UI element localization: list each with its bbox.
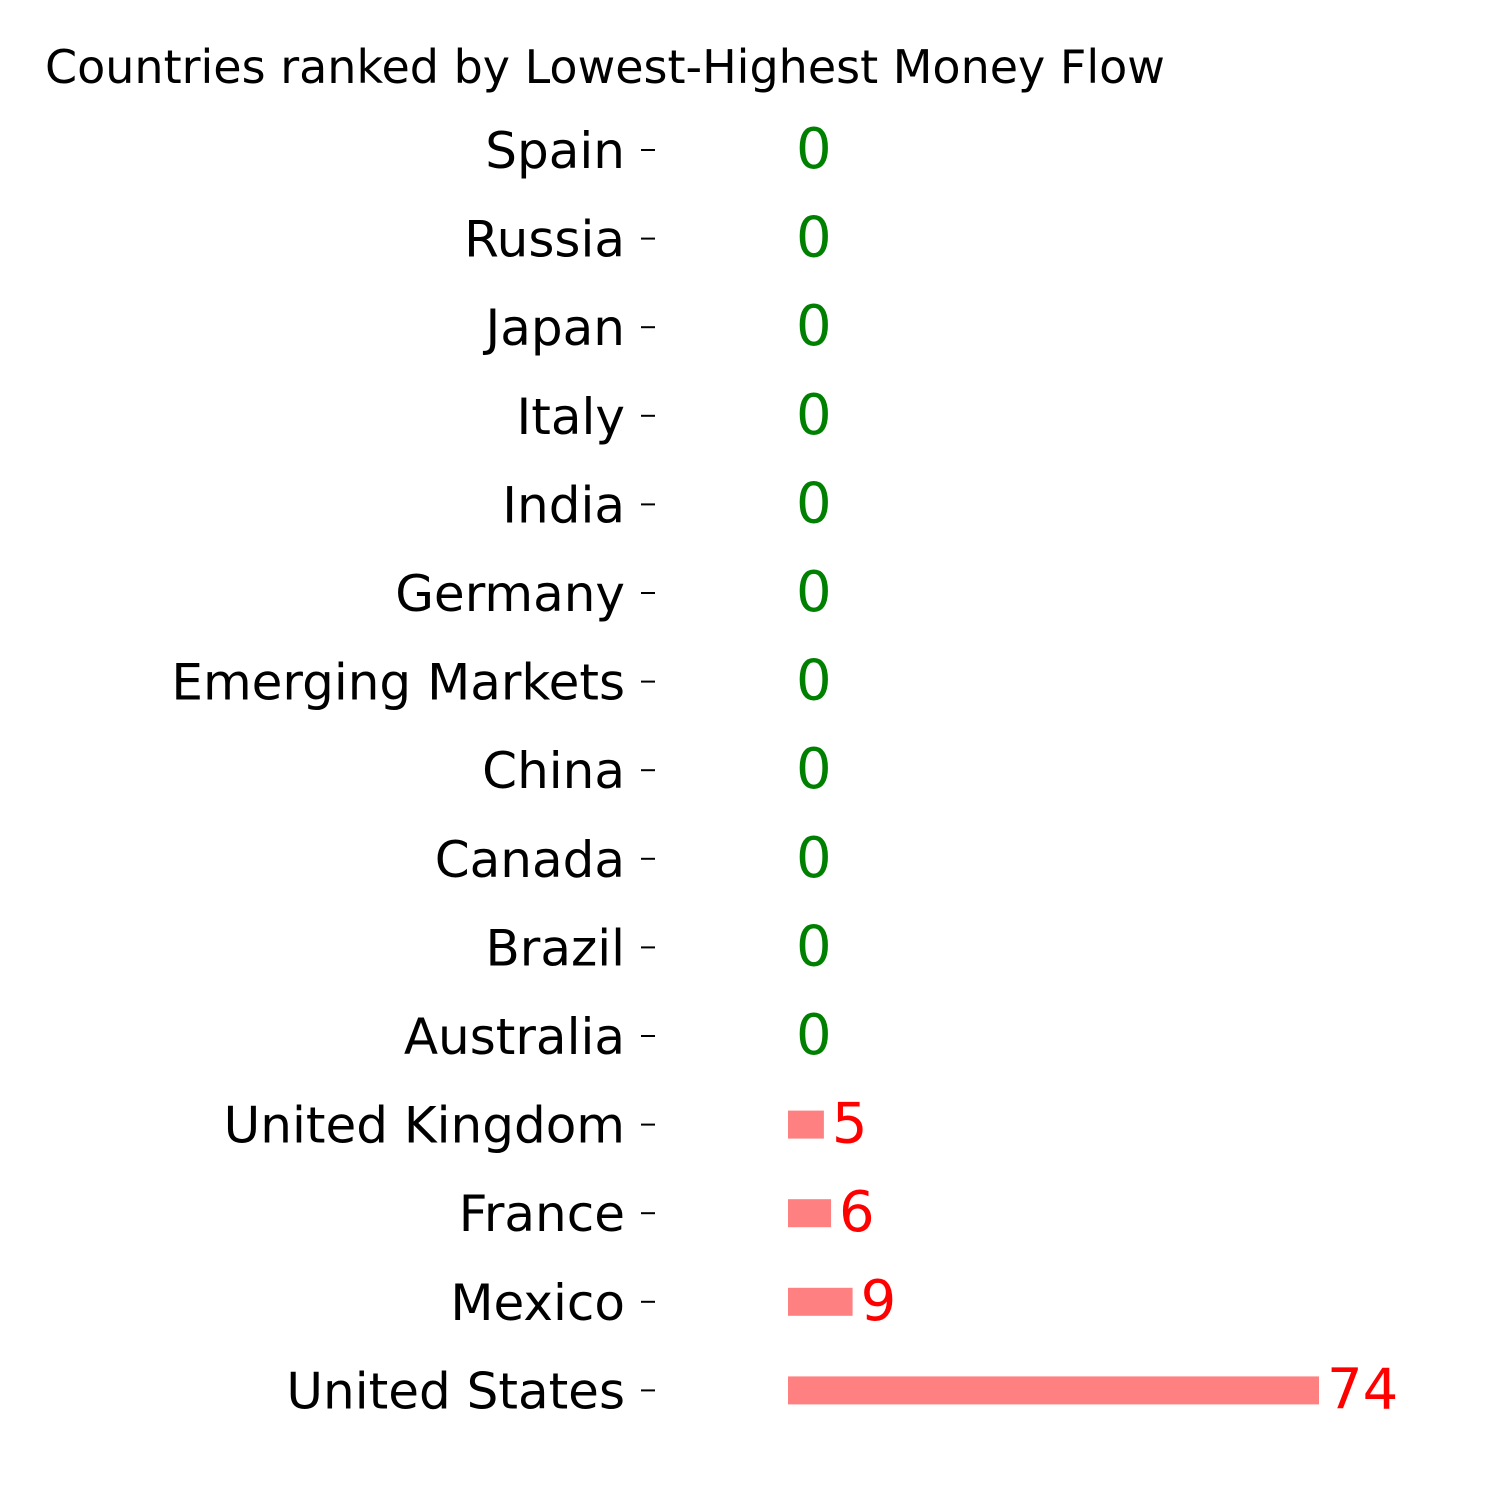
value-label-france: 6 <box>839 1180 875 1245</box>
y-tick-label-mexico: Mexico <box>450 1274 625 1332</box>
y-tick-label-germany: Germany <box>395 565 625 623</box>
y-axis-ticks: Spain Russia Japan Italy India Germany Emergin… <box>171 122 655 1420</box>
y-tick-label-brazil: Brazil <box>485 919 625 977</box>
bar-france <box>788 1199 832 1228</box>
value-label-australia: 0 <box>796 1003 832 1068</box>
y-tick-label-emerging-markets: Emerging Markets <box>171 654 625 712</box>
value-label-italy: 0 <box>796 383 832 448</box>
value-label-canada: 0 <box>796 826 832 891</box>
value-label-united-kingdom: 5 <box>832 1092 868 1157</box>
y-tick-label-italy: Italy <box>517 388 625 446</box>
bar-united-kingdom <box>788 1110 824 1139</box>
bar-united-states <box>788 1376 1319 1405</box>
y-tick-label-united-states: United States <box>286 1362 625 1420</box>
y-tick-label-china: China <box>482 742 625 800</box>
value-label-japan: 0 <box>796 294 832 359</box>
y-tick-label-australia: Australia <box>404 1008 625 1066</box>
y-tick-label-india: India <box>502 476 625 534</box>
y-tick-label-united-kingdom: United Kingdom <box>224 1097 625 1155</box>
y-tick-label-france: France <box>459 1185 625 1243</box>
value-label-china: 0 <box>796 737 832 802</box>
value-label-india: 0 <box>796 471 832 536</box>
value-label-mexico: 9 <box>861 1269 897 1334</box>
y-tick-label-russia: Russia <box>464 211 625 269</box>
value-label-spain: 0 <box>796 117 832 182</box>
y-tick-label-japan: Japan <box>483 299 625 357</box>
y-tick-label-canada: Canada <box>435 831 625 889</box>
value-label-germany: 0 <box>796 560 832 625</box>
bar-mexico <box>788 1287 853 1316</box>
chart-title: Countries ranked by Lowest-Highest Money… <box>45 40 1165 94</box>
value-label-brazil: 0 <box>796 914 832 979</box>
value-label-emerging-markets: 0 <box>796 649 832 714</box>
bar-series <box>788 1110 1319 1405</box>
value-label-russia: 0 <box>796 206 832 271</box>
value-label-united-states: 74 <box>1327 1357 1398 1422</box>
y-tick-label-spain: Spain <box>485 122 625 180</box>
